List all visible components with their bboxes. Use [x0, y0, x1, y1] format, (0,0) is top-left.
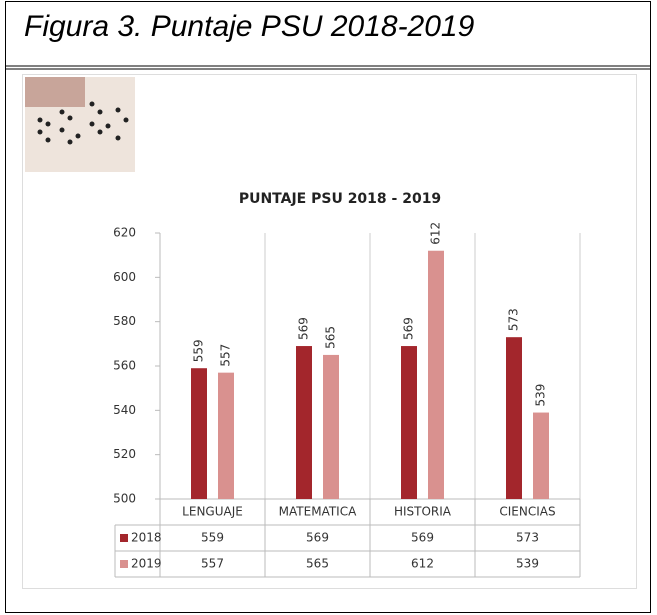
data-label: 557 [219, 344, 233, 367]
x-tick-label: LENGUAJE [182, 505, 243, 519]
chart: PUNTAJE PSU 2018 - 2019 500 520 540 560 580 6… [0, 0, 657, 615]
x-tick-label: CIENCIAS [499, 505, 555, 519]
data-label: 612 [429, 222, 443, 245]
legend-label: 2018 [131, 531, 162, 545]
bar [218, 373, 234, 499]
y-tick-label: 560 [113, 359, 136, 373]
data-label: 569 [402, 317, 416, 340]
legend-swatch [120, 534, 128, 542]
table-cell: 569 [411, 531, 434, 545]
y-tick-label: 540 [113, 403, 136, 417]
data-label: 569 [297, 317, 311, 340]
bar [533, 413, 549, 499]
table-cell: 559 [201, 531, 224, 545]
x-tick-label: MATEMATICA [279, 505, 357, 519]
y-tick-label: 620 [113, 226, 136, 240]
data-label: 573 [507, 308, 521, 331]
y-tick-label: 520 [113, 447, 136, 461]
bar [401, 346, 417, 499]
table-cell: 539 [516, 557, 539, 571]
page: Figura 3. Puntaje PSU 2018-2019 PUNTAJE … [0, 0, 657, 615]
legend-swatch [120, 560, 128, 568]
table-cell: 573 [516, 531, 539, 545]
data-label: 559 [192, 339, 206, 362]
table-cell: 612 [411, 557, 434, 571]
y-tick-label: 600 [113, 270, 136, 284]
legend-label: 2019 [131, 557, 162, 571]
table-cell: 569 [306, 531, 329, 545]
y-tick-label: 580 [113, 314, 136, 328]
x-tick-label: HISTORIA [394, 505, 452, 519]
data-label: 565 [324, 326, 338, 349]
chart-title: PUNTAJE PSU 2018 - 2019 [239, 191, 441, 207]
bar [506, 337, 522, 499]
data-label: 539 [534, 384, 548, 407]
bar [296, 346, 312, 499]
bar [191, 368, 207, 499]
bar [323, 355, 339, 499]
y-tick-label: 500 [113, 492, 136, 506]
table-cell: 557 [201, 557, 224, 571]
bar [428, 251, 444, 499]
table-cell: 565 [306, 557, 329, 571]
